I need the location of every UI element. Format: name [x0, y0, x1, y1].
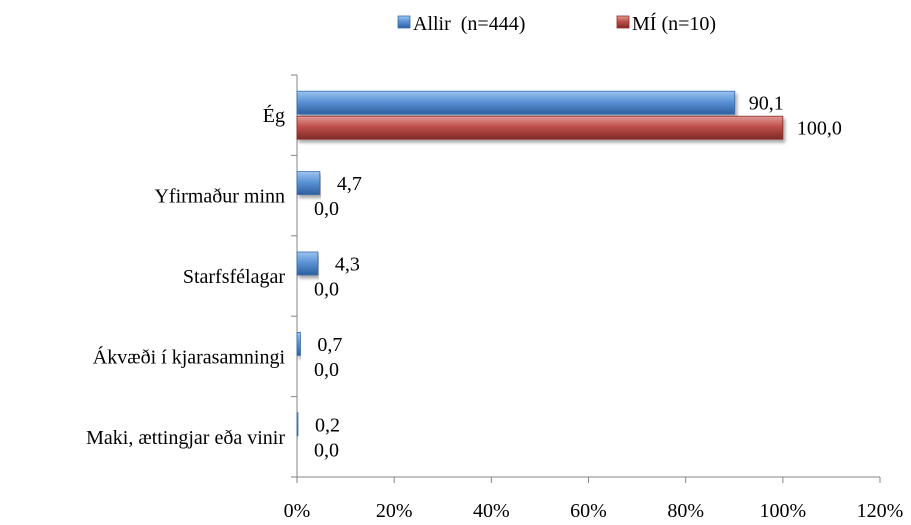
- data-label: 0,7: [317, 334, 342, 356]
- bars: [296, 90, 784, 437]
- data-label: 0,0: [314, 198, 339, 220]
- bar-allir: [296, 412, 299, 437]
- legend: Allir (n=444) MÍ (n=10): [397, 12, 716, 35]
- data-label: 0,0: [314, 359, 339, 381]
- data-label: 4,7: [337, 173, 362, 195]
- data-label: 0,0: [314, 439, 339, 461]
- category-label: Maki, ættingjar eða vinir: [86, 427, 285, 449]
- category-label: Starfsfélagar: [183, 266, 286, 288]
- data-label: 4,3: [335, 254, 360, 276]
- x-tick-label: 40%: [473, 500, 510, 522]
- x-tick-label: 100%: [759, 500, 806, 522]
- x-tick-label: 60%: [570, 500, 607, 522]
- data-label: 90,1: [749, 93, 784, 115]
- legend-label: MÍ (n=10): [632, 12, 716, 35]
- data-label: 100,0: [797, 118, 842, 140]
- x-tick-label: 0%: [284, 500, 311, 522]
- x-tick-label: 120%: [857, 500, 904, 522]
- legend-swatch: [397, 15, 411, 29]
- category-label: Yfirmaður minn: [154, 186, 285, 208]
- data-label: 0,2: [315, 414, 340, 436]
- category-label: Ég: [263, 104, 285, 127]
- bar-allir: [296, 251, 319, 276]
- labels: Ég Yfirmaður minn Starfsfélagar Ákvæði í kj…: [86, 93, 842, 462]
- bar-mi: [296, 115, 784, 140]
- bar-allir: [296, 90, 736, 115]
- data-label: 0,0: [314, 279, 339, 301]
- x-tick-label: 20%: [376, 500, 413, 522]
- legend-label: Allir (n=444): [413, 13, 525, 35]
- bar-allir: [296, 171, 321, 196]
- legend-swatch: [616, 15, 630, 29]
- bar-allir: [296, 331, 301, 356]
- category-label: Ákvæði í kjarasamningi: [93, 345, 286, 368]
- x-tick-label: 80%: [667, 500, 704, 522]
- axes: 0% 20% 40% 60% 80% 100% 120%: [284, 74, 904, 522]
